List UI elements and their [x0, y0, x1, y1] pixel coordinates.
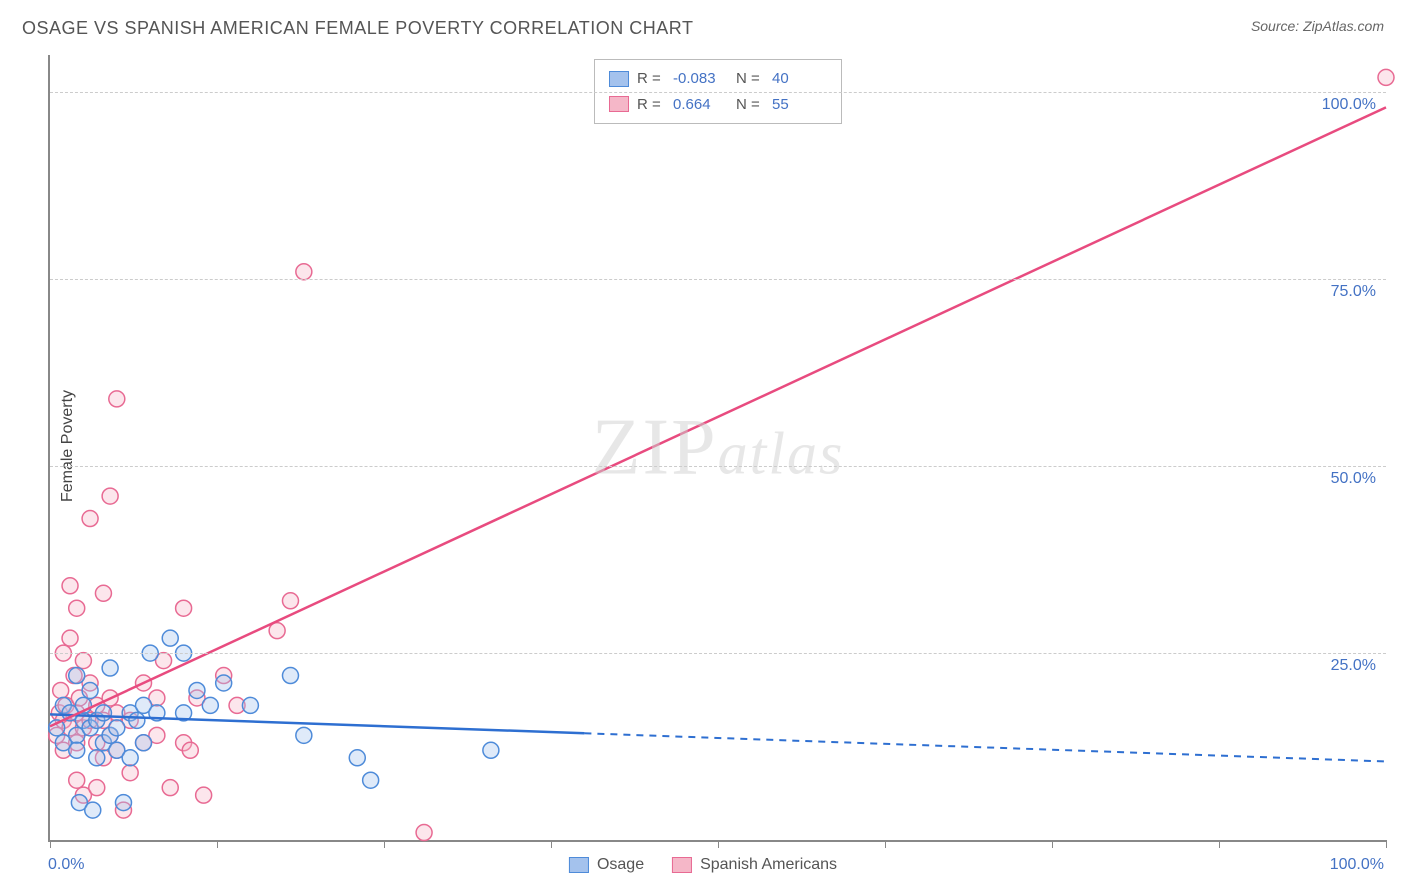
correlation-row-osage: R = -0.083 N = 40 — [609, 66, 827, 92]
r-value-osage: -0.083 — [673, 66, 728, 92]
n-value-spanish: 55 — [772, 92, 827, 118]
n-value-osage: 40 — [772, 66, 827, 92]
n-label: N = — [736, 92, 764, 118]
chart-title: OSAGE VS SPANISH AMERICAN FEMALE POVERTY… — [22, 18, 693, 39]
r-value-spanish: 0.664 — [673, 92, 728, 118]
source-credit: Source: ZipAtlas.com — [1251, 18, 1384, 34]
source-label: Source: — [1251, 18, 1299, 34]
source-name: ZipAtlas.com — [1303, 18, 1384, 34]
r-label: R = — [637, 92, 665, 118]
swatch-osage — [609, 71, 629, 87]
series-legend: Osage Spanish Americans — [569, 856, 837, 874]
x-axis-end-label: 100.0% — [1330, 856, 1384, 874]
legend-swatch-osage — [569, 857, 589, 873]
legend-item-spanish: Spanish Americans — [672, 856, 837, 874]
legend-item-osage: Osage — [569, 856, 644, 874]
x-axis-start-label: 0.0% — [48, 856, 84, 874]
legend-swatch-spanish — [672, 857, 692, 873]
correlation-row-spanish: R = 0.664 N = 55 — [609, 92, 827, 118]
scatter-plot-svg — [50, 55, 1386, 840]
r-label: R = — [637, 66, 665, 92]
legend-label-spanish: Spanish Americans — [700, 856, 837, 874]
legend-label-osage: Osage — [597, 856, 644, 874]
swatch-spanish — [609, 96, 629, 112]
chart-plot-area: R = -0.083 N = 40 R = 0.664 N = 55 ZIPat… — [48, 55, 1386, 842]
n-label: N = — [736, 66, 764, 92]
